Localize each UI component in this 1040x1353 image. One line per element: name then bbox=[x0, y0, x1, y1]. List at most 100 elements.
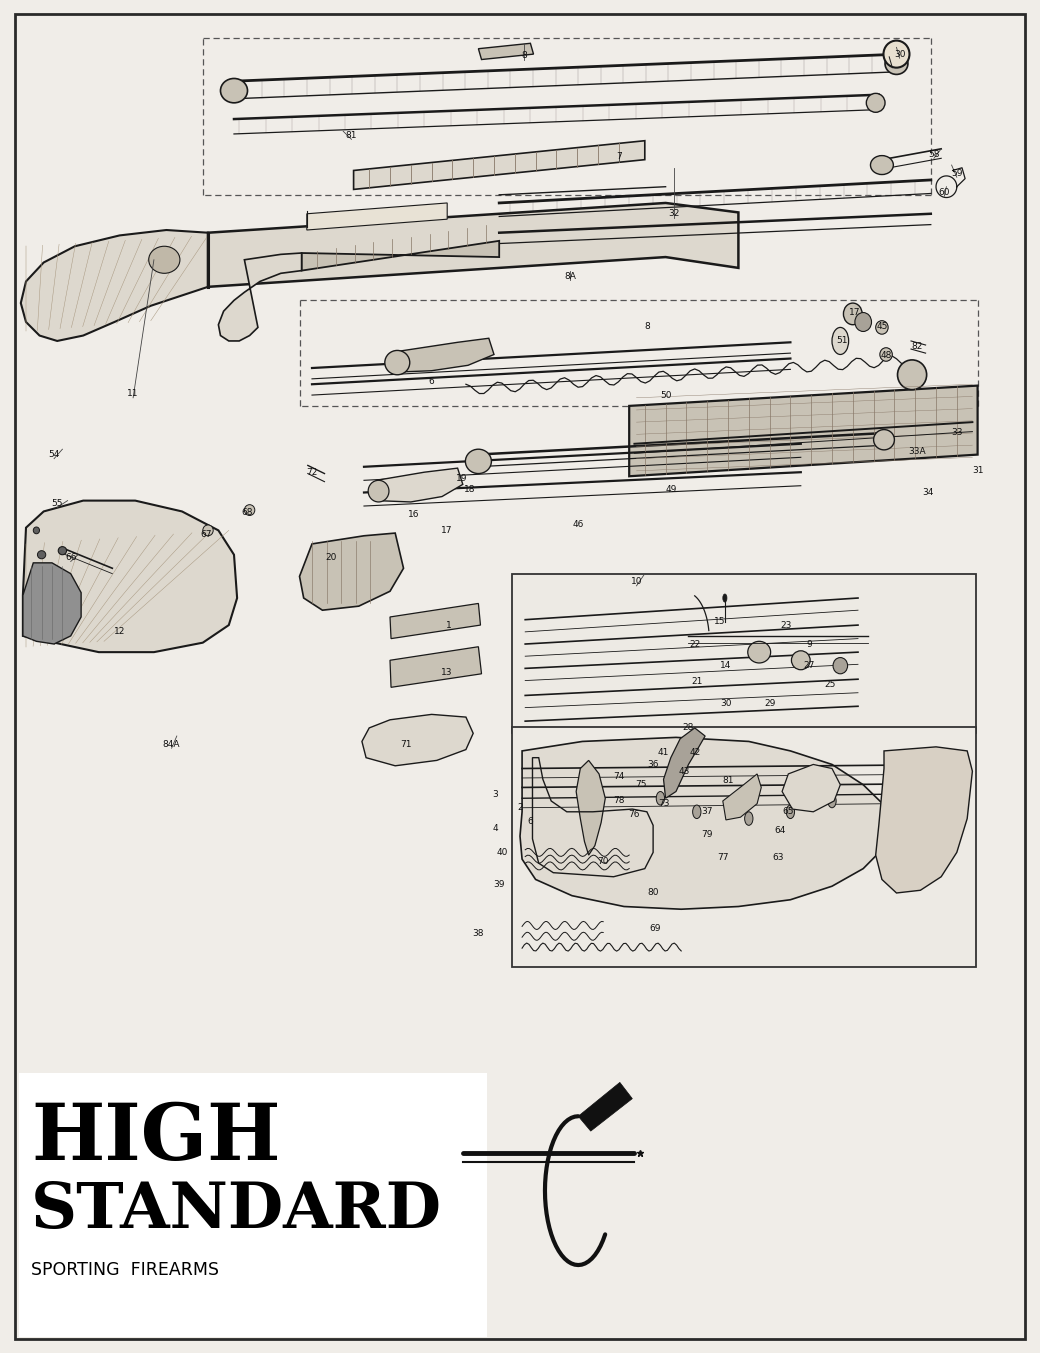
Polygon shape bbox=[723, 774, 761, 820]
Ellipse shape bbox=[693, 805, 701, 819]
Polygon shape bbox=[395, 338, 494, 372]
Text: 82: 82 bbox=[912, 342, 922, 350]
Text: 3: 3 bbox=[492, 790, 498, 798]
Text: 30: 30 bbox=[720, 700, 732, 708]
Text: 78: 78 bbox=[613, 797, 625, 805]
Text: 33: 33 bbox=[951, 429, 963, 437]
Ellipse shape bbox=[843, 303, 862, 325]
Ellipse shape bbox=[791, 651, 810, 670]
Text: 33A: 33A bbox=[909, 448, 926, 456]
Ellipse shape bbox=[656, 792, 665, 805]
Text: 63: 63 bbox=[772, 854, 784, 862]
Text: 21: 21 bbox=[692, 678, 702, 686]
Text: 73: 73 bbox=[657, 800, 670, 808]
Text: 17: 17 bbox=[849, 308, 861, 317]
Text: 25: 25 bbox=[825, 681, 835, 689]
Text: 13: 13 bbox=[441, 668, 453, 676]
Text: STANDARD: STANDARD bbox=[31, 1180, 442, 1241]
Ellipse shape bbox=[748, 641, 771, 663]
Text: 1: 1 bbox=[446, 621, 452, 629]
Text: 12: 12 bbox=[114, 628, 125, 636]
Polygon shape bbox=[376, 468, 463, 502]
Text: 7: 7 bbox=[616, 153, 622, 161]
Ellipse shape bbox=[874, 430, 894, 451]
Text: 71: 71 bbox=[399, 740, 412, 748]
Text: 60: 60 bbox=[938, 188, 951, 196]
Text: 77: 77 bbox=[717, 854, 729, 862]
Polygon shape bbox=[218, 253, 302, 341]
Ellipse shape bbox=[368, 480, 389, 502]
Text: 41: 41 bbox=[658, 748, 669, 756]
Ellipse shape bbox=[723, 594, 727, 602]
Ellipse shape bbox=[885, 53, 908, 74]
Text: 39: 39 bbox=[493, 881, 505, 889]
Text: 36: 36 bbox=[647, 760, 659, 769]
Text: 59: 59 bbox=[951, 169, 963, 177]
Bar bbox=[512, 574, 976, 733]
Text: 8: 8 bbox=[644, 322, 650, 330]
Ellipse shape bbox=[870, 156, 893, 175]
Text: 69: 69 bbox=[649, 924, 661, 932]
Text: 6: 6 bbox=[527, 817, 534, 825]
Text: 42: 42 bbox=[690, 748, 700, 756]
Polygon shape bbox=[362, 714, 473, 766]
Text: 20: 20 bbox=[326, 553, 336, 561]
Text: 18: 18 bbox=[464, 486, 476, 494]
Ellipse shape bbox=[149, 246, 180, 273]
Text: 10: 10 bbox=[630, 578, 643, 586]
Polygon shape bbox=[21, 230, 208, 341]
Text: 29: 29 bbox=[764, 700, 775, 708]
Polygon shape bbox=[390, 647, 482, 687]
Text: 40: 40 bbox=[497, 848, 508, 856]
Text: 14: 14 bbox=[721, 662, 731, 670]
Text: 8: 8 bbox=[521, 51, 527, 60]
Ellipse shape bbox=[832, 327, 849, 354]
Text: 23: 23 bbox=[781, 621, 791, 629]
Ellipse shape bbox=[833, 658, 848, 674]
Text: 68: 68 bbox=[241, 509, 254, 517]
Text: 19: 19 bbox=[456, 475, 468, 483]
Text: 64: 64 bbox=[775, 827, 785, 835]
Polygon shape bbox=[576, 760, 605, 855]
Text: 27: 27 bbox=[804, 662, 814, 670]
Polygon shape bbox=[782, 764, 840, 812]
Polygon shape bbox=[23, 501, 237, 652]
Text: 32: 32 bbox=[669, 210, 679, 218]
Ellipse shape bbox=[385, 350, 410, 375]
Text: 22: 22 bbox=[690, 640, 700, 648]
Text: 46: 46 bbox=[573, 521, 583, 529]
Text: 54: 54 bbox=[49, 451, 59, 459]
Text: 8A: 8A bbox=[564, 272, 576, 280]
Polygon shape bbox=[23, 563, 81, 644]
Text: 38: 38 bbox=[472, 930, 485, 938]
Polygon shape bbox=[307, 203, 447, 230]
Text: 4: 4 bbox=[492, 824, 498, 832]
Text: 9: 9 bbox=[806, 640, 812, 648]
Text: 34: 34 bbox=[922, 488, 933, 497]
Ellipse shape bbox=[58, 547, 67, 555]
Polygon shape bbox=[664, 728, 705, 798]
Text: 37: 37 bbox=[701, 808, 713, 816]
Text: 55: 55 bbox=[51, 499, 63, 507]
Text: 6: 6 bbox=[428, 377, 435, 386]
Text: 30: 30 bbox=[893, 50, 906, 58]
Text: 79: 79 bbox=[701, 831, 713, 839]
Text: 80: 80 bbox=[647, 889, 659, 897]
Text: 67: 67 bbox=[200, 530, 212, 538]
Text: 51: 51 bbox=[836, 337, 849, 345]
Ellipse shape bbox=[33, 528, 40, 534]
Text: 72: 72 bbox=[307, 468, 317, 476]
Polygon shape bbox=[302, 241, 499, 271]
Text: 74: 74 bbox=[614, 773, 624, 781]
Text: 84A: 84A bbox=[163, 740, 180, 748]
Ellipse shape bbox=[876, 321, 888, 334]
Polygon shape bbox=[876, 747, 972, 893]
Polygon shape bbox=[208, 203, 738, 287]
Text: 58: 58 bbox=[928, 150, 940, 158]
Text: SPORTING  FIREARMS: SPORTING FIREARMS bbox=[31, 1261, 219, 1279]
Text: 45: 45 bbox=[877, 322, 887, 330]
Ellipse shape bbox=[745, 812, 753, 825]
Text: 49: 49 bbox=[666, 486, 676, 494]
Text: 2: 2 bbox=[517, 804, 523, 812]
Ellipse shape bbox=[203, 525, 213, 536]
